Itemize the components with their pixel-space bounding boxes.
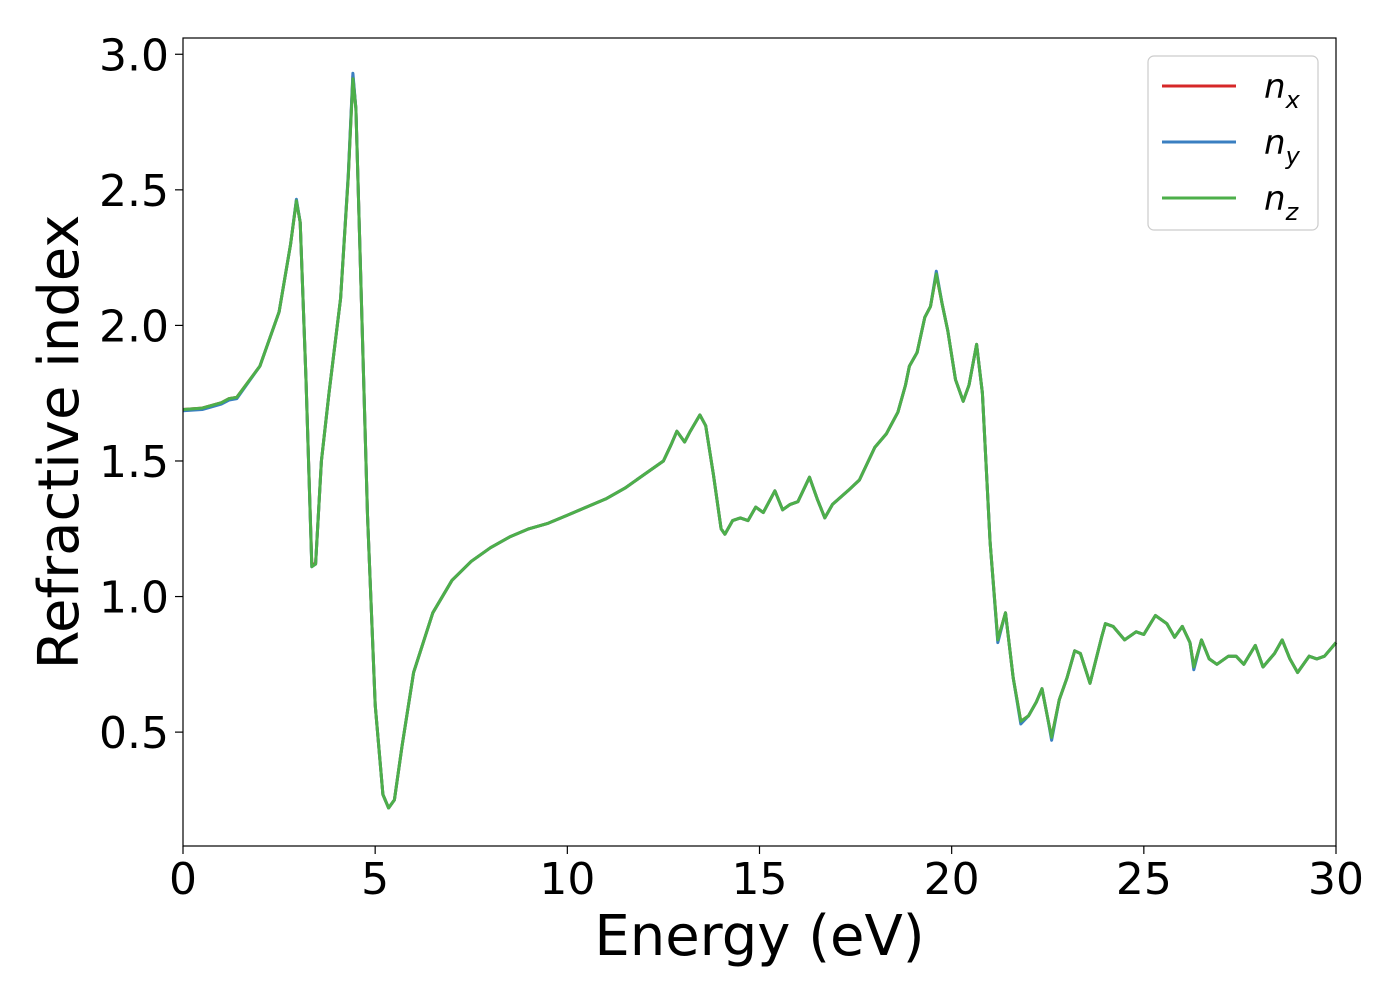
y-tick-label: 2.5 [99, 166, 169, 217]
legend-label-nz: nz [1264, 179, 1300, 226]
x-tick-label: 30 [1308, 854, 1364, 905]
y-tick-label: 0.5 [99, 708, 169, 759]
x-tick-label: 0 [169, 854, 197, 905]
legend: nx ny nz [1147, 55, 1319, 231]
series-line-n_z [182, 77, 1338, 810]
series-layer [182, 71, 1338, 810]
y-axis-title: Refractive index [27, 215, 92, 670]
x-axis-title: Energy (eV) [594, 904, 924, 969]
y-tick-label: 1.5 [99, 437, 169, 488]
x-tick-label: 20 [924, 854, 980, 905]
y-tick-label: 3.0 [99, 30, 169, 81]
x-tick-label: 15 [732, 854, 788, 905]
x-tick-label: 25 [1116, 854, 1172, 905]
y-tick-label: 1.0 [99, 573, 169, 624]
y-tick-label: 2.0 [99, 301, 169, 352]
x-tick-label: 10 [539, 854, 595, 905]
legend-label-nx: nx [1264, 67, 1301, 114]
legend-label-ny: ny [1264, 123, 1301, 170]
x-tick-label: 5 [361, 854, 389, 905]
ticks-layer: 0 5 10 15 20 25 30 0.5 1.0 1.5 2.0 2.5 3.0 [99, 30, 1364, 905]
